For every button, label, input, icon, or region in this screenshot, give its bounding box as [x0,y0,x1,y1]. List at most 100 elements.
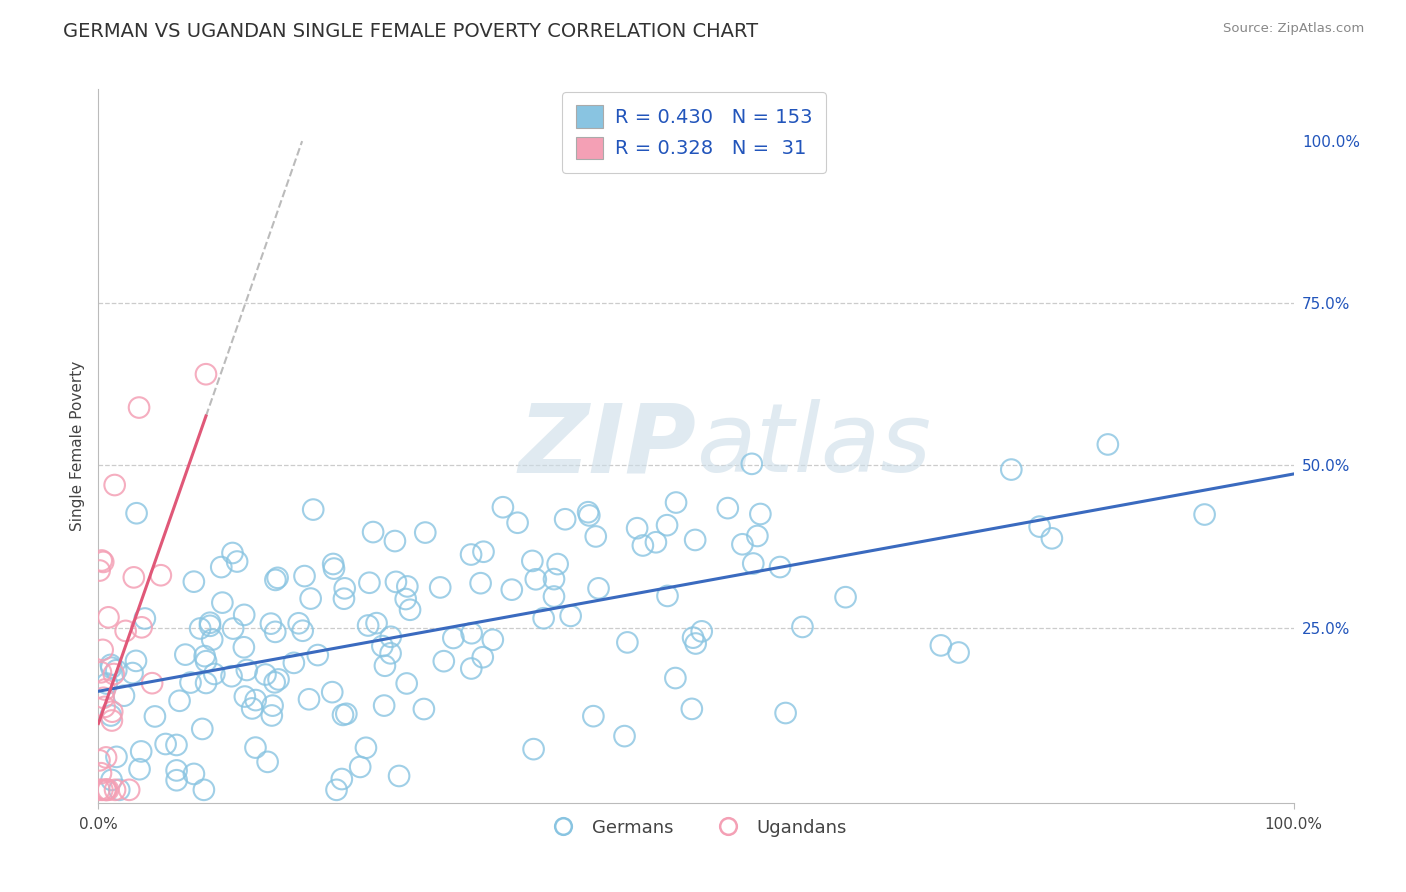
Point [470,576,492,591]
Point [221,669,243,683]
Point [359,575,381,590]
Point [104,782,127,797]
Point [166,764,188,778]
Point [166,773,188,788]
Point [155,737,177,751]
Point [128,762,150,776]
Point [105,663,128,677]
Point [283,656,305,670]
Point [775,706,797,720]
Point [254,667,277,681]
Point [385,574,408,589]
Point [460,626,482,640]
Point [492,500,515,515]
Point [121,666,143,681]
Point [948,646,970,660]
Point [245,693,267,707]
Point [141,676,163,690]
Point [193,782,215,797]
Point [97,610,120,624]
Point [655,518,678,533]
Point [578,508,600,523]
Point [395,676,418,690]
Point [690,624,713,639]
Point [93,699,115,714]
Point [742,557,765,571]
Point [299,591,322,606]
Point [325,782,347,797]
Point [245,740,267,755]
Point [97,782,120,797]
Text: Source: ZipAtlas.com: Source: ZipAtlas.com [1223,22,1364,36]
Point [233,690,256,704]
Point [323,561,346,575]
Point [298,692,321,706]
Point [262,698,284,713]
Point [125,654,148,668]
Point [388,769,411,783]
Point [396,579,419,593]
Point [657,589,679,603]
Point [191,722,214,736]
Point [685,636,707,650]
Point [645,535,668,549]
Point [94,750,117,764]
Point [101,705,124,719]
Point [240,701,263,715]
Point [90,766,112,780]
Point [373,698,395,713]
Point [260,708,283,723]
Text: GERMAN VS UGANDAN SINGLE FEMALE POVERTY CORRELATION CHART: GERMAN VS UGANDAN SINGLE FEMALE POVERTY … [63,22,758,41]
Point [333,591,356,606]
Point [131,620,153,634]
Point [209,560,232,574]
Text: ZIP: ZIP [517,400,696,492]
Point [533,611,555,625]
Point [183,767,205,781]
Point [361,525,384,540]
Point [321,685,343,699]
Point [100,660,122,674]
Point [149,568,172,582]
Point [399,603,422,617]
Point [128,401,150,415]
Point [260,616,283,631]
Point [501,582,523,597]
Point [681,702,703,716]
Point [1000,462,1022,476]
Point [332,707,354,722]
Point [91,782,114,797]
Point [523,742,546,756]
Point [232,640,254,655]
Point [114,624,136,638]
Point [543,590,565,604]
Point [631,539,654,553]
Point [134,611,156,625]
Point [322,557,344,571]
Point [198,615,221,630]
Point [264,624,287,639]
Point [547,557,569,571]
Point [195,368,218,382]
Point [233,607,256,622]
Point [122,570,145,584]
Point [412,702,434,716]
Point [366,616,388,631]
Point [211,596,233,610]
Point [91,555,114,569]
Point [94,782,117,797]
Point [717,501,740,516]
Point [264,573,287,587]
Point [129,744,152,758]
Point [576,505,599,519]
Point [1194,508,1216,522]
Point [236,663,259,677]
Point [460,548,482,562]
Point [125,506,148,520]
Point [413,525,436,540]
Point [585,529,607,543]
Point [524,572,547,586]
Y-axis label: Single Female Poverty: Single Female Poverty [69,361,84,531]
Point [201,632,224,647]
Point [395,592,418,607]
